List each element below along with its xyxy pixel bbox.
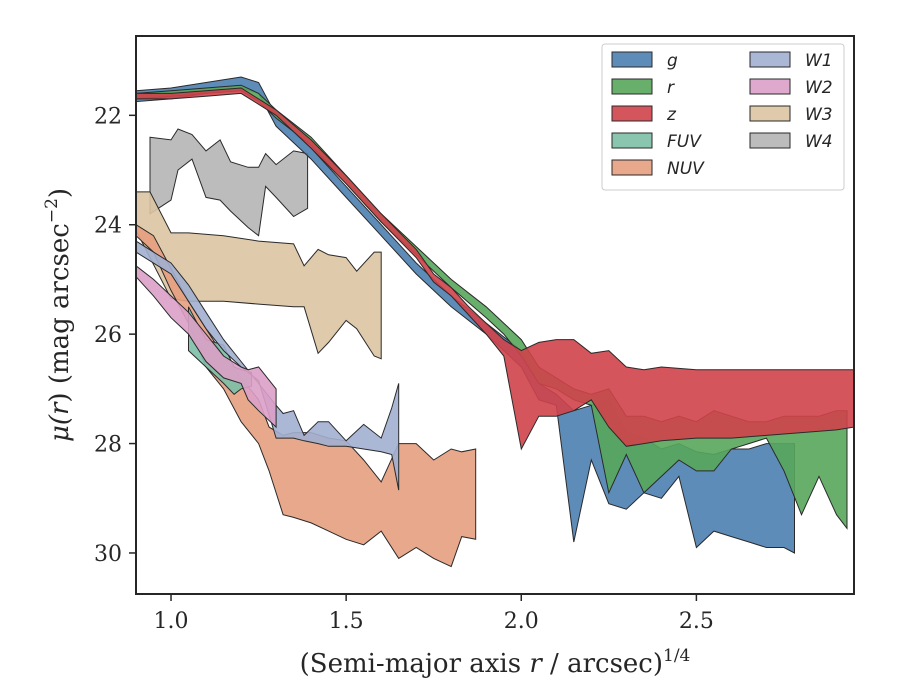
y-tick-label: 22: [94, 104, 122, 129]
legend-label-w2: W2: [805, 78, 833, 98]
plot-frame: [135, 35, 855, 595]
y-tick-label: 30: [94, 542, 122, 567]
legend-swatch-w4: [749, 132, 791, 149]
y-tick-label: 24: [94, 214, 122, 239]
y-axis-label: μ(r) (mag arcsec−2): [42, 188, 75, 442]
legend-label-w4: W4: [805, 132, 833, 152]
x-axis: 1.0 1.5 2.0 2.5: [154, 594, 714, 634]
legend-swatch-g: [611, 51, 653, 68]
legend-label-fuv: FUV: [667, 132, 702, 152]
y-tick-label: 26: [94, 323, 122, 348]
legend-swatch-z: [611, 105, 653, 122]
legend-swatch-fuv: [611, 132, 653, 149]
legend-label-z: z: [666, 105, 677, 125]
legend-label-nuv: NUV: [667, 159, 705, 179]
legend-label-w1: W1: [805, 51, 833, 71]
legend: grz FUV NUV W1 W2 W3 W4: [601, 43, 845, 191]
legend-swatch-w2: [749, 78, 791, 95]
y-tick-label: 28: [94, 433, 122, 458]
x-tick-label: 1.5: [329, 609, 364, 634]
legend-label-w3: W3: [805, 105, 833, 125]
x-tick-label: 1.0: [154, 609, 189, 634]
x-tick-label: 2.0: [504, 609, 539, 634]
legend-swatch-nuv: [611, 159, 653, 176]
y-axis: 22 24 26 28 30: [94, 104, 136, 567]
series-layer: [135, 76, 855, 568]
legend-swatch-w1: [749, 51, 791, 68]
band-w3: [135, 191, 382, 360]
legend-label-g: g: [667, 51, 678, 71]
band-w4: [149, 128, 309, 237]
legend-swatch-r: [611, 78, 653, 95]
band-w2: [135, 264, 277, 429]
legend-label-r: r: [667, 78, 675, 98]
x-axis-label: (Semi-major axis r / arcsec)1/4: [300, 646, 691, 679]
x-tick-label: 2.5: [679, 609, 714, 634]
legend-swatch-w3: [749, 105, 791, 122]
